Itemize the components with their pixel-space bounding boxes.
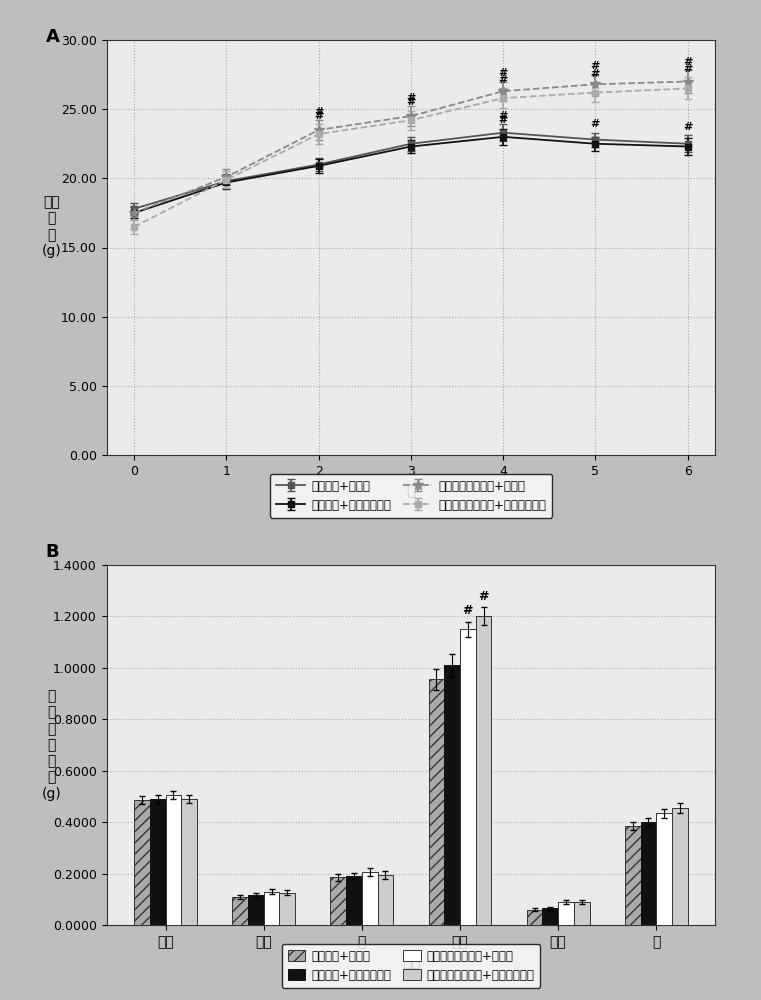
Legend: 正常饮食+蔓馏水, 正常饮食+油棕酚类物质, 致动脉粥样化饮食+蔓馏水, 致动脉粥样化饮食+油棕酚类物质: 正常饮食+蔓馏水, 正常饮食+油棕酚类物质, 致动脉粥样化饮食+蔓馏水, 致动脉… — [282, 944, 540, 988]
Bar — [330, 877, 346, 925]
Text: #: # — [314, 111, 323, 121]
Text: #: # — [591, 119, 600, 129]
Text: A: A — [46, 28, 59, 46]
Text: #: # — [591, 61, 600, 71]
Bar — [641, 822, 656, 925]
Y-axis label: 小
鼠
器
官
重
量
(g): 小 鼠 器 官 重 量 (g) — [42, 689, 62, 801]
Bar — [346, 876, 362, 925]
Bar — [444, 665, 460, 925]
Bar — [476, 616, 492, 925]
Bar — [362, 872, 377, 925]
Text: #: # — [406, 93, 416, 103]
Bar — [460, 629, 476, 925]
Bar — [656, 813, 672, 925]
Bar — [181, 799, 197, 925]
Bar — [377, 875, 393, 925]
Bar — [232, 897, 248, 925]
Text: #: # — [591, 69, 600, 79]
Bar — [672, 808, 688, 925]
Bar — [248, 895, 264, 925]
Bar — [625, 826, 641, 925]
Bar — [134, 800, 150, 925]
Text: #: # — [683, 64, 693, 74]
Text: #: # — [683, 57, 693, 67]
Legend: 正常饮食+蔓馏水, 正常饮食+油棕酚类物质, 致动脉粥样化饮食+蔓馏水, 致动脉粥样化饮食+油棕酚类物质: 正常饮食+蔓馏水, 正常饮食+油棕酚类物质, 致动脉粥样化饮食+蔓馏水, 致动脉… — [270, 474, 552, 518]
Bar — [543, 908, 558, 925]
Bar — [150, 799, 166, 925]
Text: #: # — [498, 68, 508, 78]
Y-axis label: 小鼠
体
重
(g): 小鼠 体 重 (g) — [42, 195, 62, 258]
Text: #: # — [479, 590, 489, 603]
Bar — [279, 893, 295, 925]
Text: #: # — [498, 75, 508, 85]
Text: #: # — [314, 107, 323, 117]
Bar — [428, 679, 444, 925]
Text: #: # — [498, 115, 508, 125]
Bar — [574, 902, 590, 925]
X-axis label: 模组: 模组 — [402, 954, 420, 969]
X-axis label: 周: 周 — [406, 483, 416, 498]
Bar — [264, 892, 279, 925]
Text: #: # — [498, 111, 508, 121]
Bar — [166, 795, 181, 925]
Bar — [558, 902, 574, 925]
Text: #: # — [406, 97, 416, 107]
Text: #: # — [463, 604, 473, 617]
Bar — [527, 910, 543, 925]
Text: #: # — [683, 122, 693, 132]
Text: B: B — [46, 543, 59, 561]
